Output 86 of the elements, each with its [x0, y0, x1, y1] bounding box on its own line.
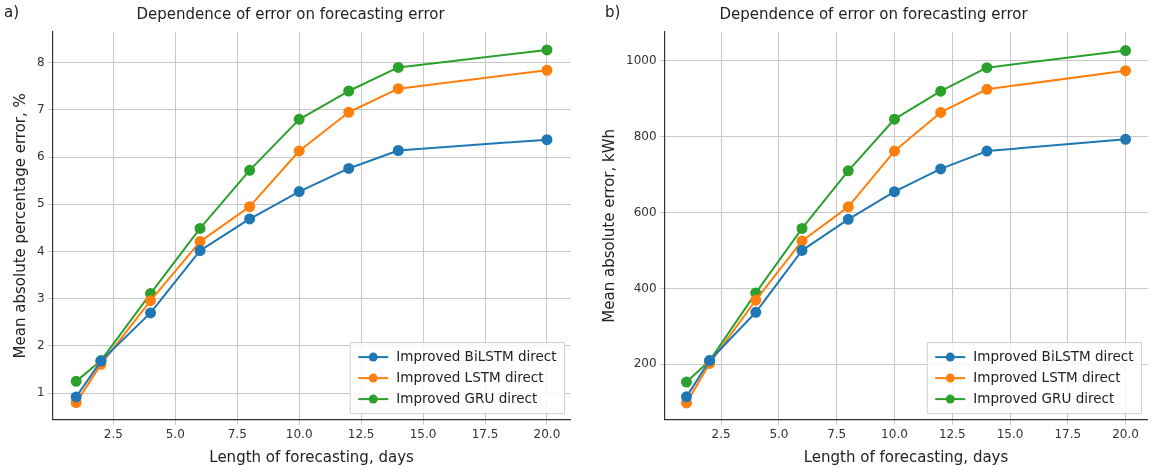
point [796, 235, 808, 247]
y-tick-label: 400 [633, 280, 657, 295]
point [541, 44, 553, 56]
legend-label: Improved BiLSTM direct [973, 347, 1134, 364]
y-axis-title: Mean absolute error, kWh [599, 128, 618, 323]
point [981, 145, 993, 157]
x-tick-label: 15.0 [996, 426, 1024, 441]
point [541, 134, 553, 146]
point [1120, 133, 1132, 145]
point [680, 391, 692, 403]
x-tick-label: 10.0 [881, 426, 908, 441]
y-tick-label: 800 [633, 128, 657, 143]
x-tick-label: 7.5 [827, 426, 847, 441]
point [145, 307, 157, 319]
x-tick-label: 20.0 [1112, 426, 1139, 441]
legend-label: Improved GRU direct [973, 389, 1115, 406]
legend-label: Improved BiLSTM direct [396, 347, 557, 364]
point [1120, 45, 1132, 57]
point [145, 295, 157, 307]
point [981, 62, 993, 74]
point [343, 162, 355, 174]
point [842, 201, 854, 213]
point [935, 106, 947, 118]
point [343, 85, 355, 97]
x-tick-label: 10.0 [285, 426, 313, 441]
point [541, 64, 553, 76]
y-tick-label: 1000 [625, 52, 657, 67]
point [70, 391, 82, 403]
y-tick-label: 7 [36, 102, 45, 117]
x-axis-title: Length of forecasting, days [209, 447, 415, 466]
point [343, 106, 355, 118]
point [194, 245, 206, 257]
point [293, 186, 305, 198]
y-tick-label: 8 [36, 54, 45, 69]
point [1120, 65, 1132, 77]
x-tick-label: 20.0 [533, 426, 561, 441]
y-tick-label: 1 [36, 385, 45, 400]
point [981, 83, 993, 95]
point [293, 113, 305, 125]
point [796, 244, 808, 256]
x-axis-title: Length of forecasting, days [803, 447, 1009, 466]
point [750, 294, 762, 306]
point [244, 164, 256, 176]
x-tick-label: 17.5 [471, 426, 499, 441]
x-tick-label: 2.5 [103, 426, 123, 441]
point [70, 375, 82, 387]
y-tick-label: 6 [36, 149, 45, 164]
x-tick-label: 7.5 [227, 426, 247, 441]
y-tick-label: 2 [36, 338, 45, 353]
point [194, 222, 206, 234]
point [392, 61, 404, 73]
point [888, 145, 900, 157]
point [244, 201, 256, 213]
point [888, 186, 900, 198]
point [842, 165, 854, 177]
point [888, 113, 900, 125]
point [392, 145, 404, 156]
chart-title: Dependence of error on forecasting error [719, 4, 1029, 23]
point [244, 213, 256, 225]
point [935, 163, 947, 175]
chart-title: Dependence of error on forecasting error [136, 4, 446, 23]
legend-label: Improved LSTM direct [396, 368, 544, 385]
x-tick-label: 15.0 [409, 426, 437, 441]
x-tick-label: 2.5 [711, 426, 731, 441]
point [842, 213, 854, 225]
x-tick-label: 12.5 [347, 426, 375, 441]
point [392, 83, 404, 95]
text: b) [605, 3, 621, 22]
x-tick-label: 12.5 [938, 426, 966, 441]
point [750, 306, 762, 318]
point [796, 222, 808, 234]
x-tick-label: 17.5 [1054, 426, 1082, 441]
point [680, 376, 692, 388]
legend-label: Improved LSTM direct [973, 368, 1121, 385]
y-axis-title: Mean absolute percentage error, % [10, 93, 29, 359]
x-tick-label: 5.0 [769, 426, 789, 441]
point [935, 85, 947, 97]
point [293, 145, 305, 157]
y-tick-label: 3 [36, 290, 45, 305]
x-tick-label: 5.0 [165, 426, 185, 441]
text: a) [4, 3, 20, 22]
y-tick-label: 4 [36, 243, 45, 258]
y-tick-label: 5 [36, 196, 45, 211]
y-tick-label: 600 [633, 204, 657, 219]
legend-label: Improved GRU direct [396, 389, 538, 406]
y-tick-label: 200 [633, 356, 657, 371]
